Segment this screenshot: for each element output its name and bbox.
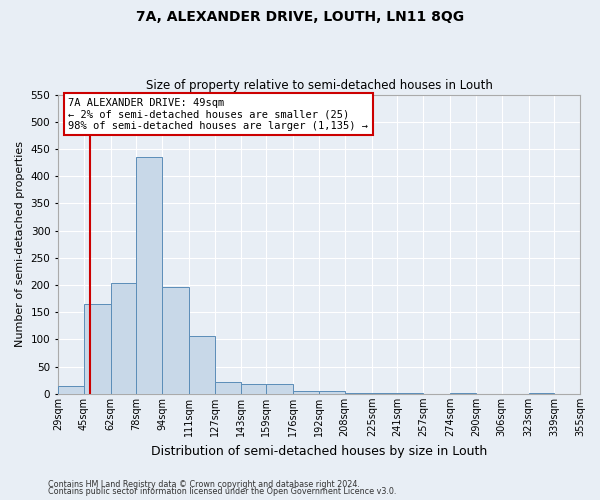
Bar — [136, 157, 162, 394]
Text: 7A, ALEXANDER DRIVE, LOUTH, LN11 8QG: 7A, ALEXANDER DRIVE, LOUTH, LN11 8QG — [136, 10, 464, 24]
X-axis label: Distribution of semi-detached houses by size in Louth: Distribution of semi-detached houses by … — [151, 444, 487, 458]
Y-axis label: Number of semi-detached properties: Number of semi-detached properties — [15, 141, 25, 347]
Bar — [58, 386, 83, 394]
Bar — [162, 286, 189, 394]
Bar — [111, 283, 136, 394]
Bar — [241, 384, 266, 394]
Bar — [266, 384, 293, 394]
Bar — [215, 382, 241, 394]
Text: Contains HM Land Registry data © Crown copyright and database right 2024.: Contains HM Land Registry data © Crown c… — [48, 480, 360, 489]
Text: 7A ALEXANDER DRIVE: 49sqm
← 2% of semi-detached houses are smaller (25)
98% of s: 7A ALEXANDER DRIVE: 49sqm ← 2% of semi-d… — [68, 98, 368, 130]
Text: Contains public sector information licensed under the Open Government Licence v3: Contains public sector information licen… — [48, 487, 397, 496]
Bar — [450, 393, 476, 394]
Bar — [529, 393, 554, 394]
Title: Size of property relative to semi-detached houses in Louth: Size of property relative to semi-detach… — [146, 79, 493, 92]
Bar — [397, 393, 423, 394]
Bar — [293, 390, 319, 394]
Bar — [372, 393, 397, 394]
Bar — [83, 304, 111, 394]
Bar — [344, 393, 372, 394]
Bar — [189, 336, 215, 394]
Bar — [319, 390, 344, 394]
